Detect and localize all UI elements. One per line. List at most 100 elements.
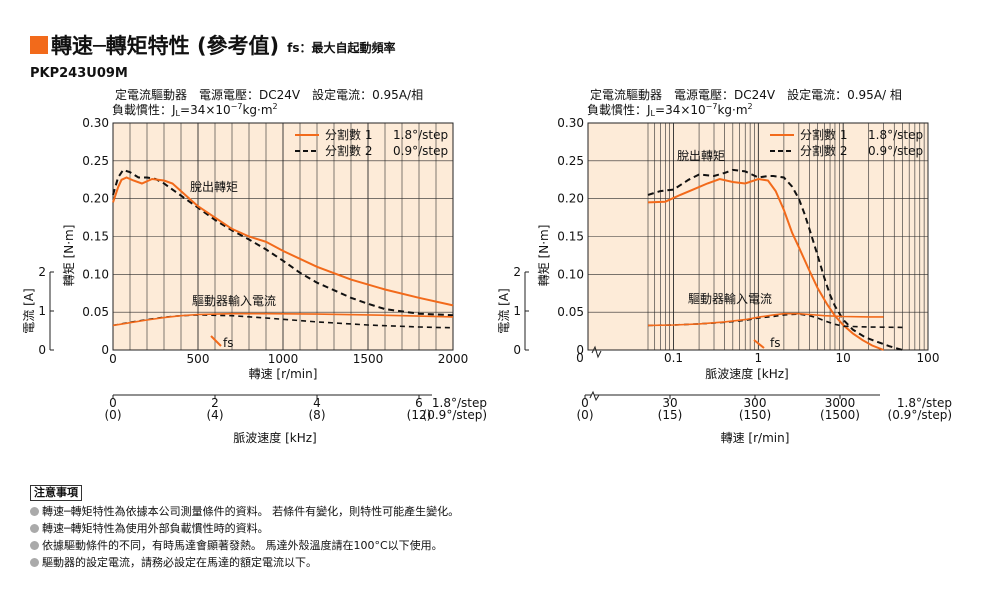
notes-title: 注意事項 bbox=[30, 485, 82, 501]
y-tick-label: 0.30 bbox=[82, 116, 109, 130]
x-tick-label: 2000 bbox=[438, 352, 469, 366]
charts-canvas: 定電流驅動器 電源電壓：DC24V 設定電流：0.95A/相負載慣性：JL=34… bbox=[22, 87, 952, 445]
orange-square-icon bbox=[30, 36, 48, 54]
pullout-torque-label: 脫出轉矩 bbox=[190, 179, 238, 194]
fs-label: fs bbox=[770, 336, 780, 350]
y-tick-label: 0.10 bbox=[557, 267, 584, 281]
secondary-tick-label-2: (15) bbox=[658, 408, 683, 422]
x-tick-label: 0 bbox=[576, 351, 584, 365]
secondary-axis-label: 轉速 [r/min] bbox=[721, 431, 790, 445]
x-tick-label: 1 bbox=[755, 351, 763, 365]
x-tick-label: 100 bbox=[917, 351, 940, 365]
legend-step-2: 0.9°/step bbox=[393, 144, 448, 158]
secondary-tick-label-2: (0) bbox=[577, 408, 594, 422]
current-tick-label: 2 bbox=[513, 265, 521, 279]
chart-info-line2: 負載慣性：JL=34×10−7kg·m2 bbox=[112, 102, 278, 118]
x-tick-label: 0 bbox=[109, 352, 117, 366]
chart-info-line2: 負載慣性：JL=34×10−7kg·m2 bbox=[587, 102, 753, 118]
y-tick-label: 0 bbox=[101, 343, 109, 357]
x-tick-label: 500 bbox=[187, 352, 210, 366]
pullout-torque-label: 脫出轉矩 bbox=[677, 148, 725, 163]
y-tick-label: 0.15 bbox=[82, 230, 109, 244]
legend-step-1: 1.8°/step bbox=[868, 128, 923, 142]
secondary-tick-label: 3000 bbox=[825, 396, 856, 410]
x-axis-label: 轉速 [r/min] bbox=[249, 367, 318, 381]
axis-break-icon bbox=[591, 345, 602, 359]
chart-1: 定電流驅動器 電源電壓：DC24V 設定電流：0.95A/相負載慣性：JL=34… bbox=[22, 87, 487, 445]
legend-step-2: 0.9°/step bbox=[868, 144, 923, 158]
bullet-icon bbox=[30, 541, 39, 550]
secondary-tick-label: 0 bbox=[581, 396, 589, 410]
fs-marker bbox=[210, 335, 222, 347]
secondary-step-label-2: (0.9°/step) bbox=[888, 408, 952, 422]
chart-info-line1: 定電流驅動器 電源電壓：DC24V 設定電流：0.95A/ 相 bbox=[590, 87, 902, 102]
legend-label-2: 分割數 2 bbox=[325, 143, 372, 158]
x-axis-label: 脈波速度 [kHz] bbox=[705, 366, 788, 381]
secondary-tick-label: 6 bbox=[415, 396, 423, 410]
secondary-tick-label: 30 bbox=[662, 396, 677, 410]
current-tick-label: 1 bbox=[513, 304, 521, 318]
current-axis-label: 電流 [A] bbox=[497, 288, 511, 333]
y-tick-label: 0 bbox=[576, 343, 584, 357]
y-tick-label: 0.25 bbox=[557, 154, 584, 168]
y-tick-label: 0.25 bbox=[82, 154, 109, 168]
input-current-label: 驅動器輸入電流 bbox=[688, 291, 772, 306]
secondary-tick-label: 2 bbox=[211, 396, 219, 410]
y-tick-label: 0.30 bbox=[557, 116, 584, 130]
current-tick-label: 1 bbox=[38, 304, 46, 318]
current-line-microstep-1 bbox=[112, 312, 454, 327]
secondary-tick-label-2: (1500) bbox=[820, 408, 860, 422]
secondary-tick-label: 300 bbox=[744, 396, 767, 410]
y-axis-label: 轉矩 [N·m] bbox=[537, 225, 551, 287]
series-line-microstep-1 bbox=[112, 176, 454, 307]
x-tick-label: 1500 bbox=[353, 352, 384, 366]
current-line-microstep-1 bbox=[647, 312, 884, 327]
bullet-icon bbox=[30, 507, 39, 516]
fs-label: fs bbox=[223, 336, 233, 350]
current-tick-label: 0 bbox=[513, 343, 521, 357]
secondary-tick-label-2: (8) bbox=[309, 408, 326, 422]
y-axis-label: 轉矩 [N·m] bbox=[62, 225, 76, 287]
secondary-tick-label-2: (0) bbox=[105, 408, 122, 422]
bullet-icon bbox=[30, 524, 39, 533]
secondary-axis-label: 脈波速度 [kHz] bbox=[233, 430, 316, 445]
header: 轉速─轉矩特性 (參考值) fs：最大自起動頻率 bbox=[30, 30, 396, 60]
notes-section: 注意事項 轉速─轉矩特性為依據本公司測量條件的資料。 若條件有變化，則特性可能產… bbox=[30, 484, 459, 571]
secondary-tick-label: 4 bbox=[313, 396, 321, 410]
current-tick-label: 2 bbox=[38, 265, 46, 279]
legend-label-2: 分割數 2 bbox=[800, 143, 847, 158]
x-tick-label: 10 bbox=[836, 351, 851, 365]
y-tick-label: 0.10 bbox=[82, 267, 109, 281]
secondary-tick-label-2: (4) bbox=[207, 408, 224, 422]
chart-info-line1: 定電流驅動器 電源電壓：DC24V 設定電流：0.95A/相 bbox=[115, 87, 423, 102]
y-tick-label: 0.05 bbox=[557, 305, 584, 319]
note-item: 轉速─轉矩特性為使用外部負載慣性時的資料。 bbox=[30, 520, 459, 537]
legend-label-1: 分割數 1 bbox=[800, 127, 847, 142]
y-tick-label: 0.15 bbox=[557, 230, 584, 244]
y-tick-label: 0.05 bbox=[82, 305, 109, 319]
note-item: 驅動器的設定電流，請務必設定在馬達的額定電流以下。 bbox=[30, 554, 459, 571]
bullet-icon bbox=[30, 558, 39, 567]
y-tick-label: 0.20 bbox=[557, 192, 584, 206]
x-tick-label: 0.1 bbox=[664, 351, 683, 365]
secondary-tick-label: 0 bbox=[109, 396, 117, 410]
fs-note: fs：最大自起動頻率 bbox=[287, 41, 396, 55]
secondary-tick-label-2: (12) bbox=[407, 408, 432, 422]
x-tick-label: 1000 bbox=[268, 352, 299, 366]
legend-label-1: 分割數 1 bbox=[325, 127, 372, 142]
secondary-step-label-2: (0.9°/step) bbox=[423, 408, 487, 422]
series-line-microstep-2 bbox=[112, 168, 454, 317]
y-tick-label: 0.20 bbox=[82, 192, 109, 206]
page-title: 轉速─轉矩特性 (參考值) bbox=[51, 34, 280, 58]
series-line-microstep-2 bbox=[647, 168, 903, 351]
secondary-step-label: 1.8°/step bbox=[432, 396, 487, 410]
series-line-microstep-1 bbox=[647, 177, 884, 351]
note-item: 依據驅動條件的不同，有時馬達會顯著發熱。 馬達外殼溫度請在100°C以下使用。 bbox=[30, 537, 459, 554]
current-axis-label: 電流 [A] bbox=[22, 288, 36, 333]
axis-break-icon bbox=[589, 390, 600, 402]
current-tick-label: 0 bbox=[38, 343, 46, 357]
input-current-label: 驅動器輸入電流 bbox=[192, 293, 276, 308]
legend-step-1: 1.8°/step bbox=[393, 128, 448, 142]
secondary-step-label: 1.8°/step bbox=[897, 396, 952, 410]
chart-2: 定電流驅動器 電源電壓：DC24V 設定電流：0.95A/ 相負載慣性：JL=3… bbox=[497, 87, 952, 445]
